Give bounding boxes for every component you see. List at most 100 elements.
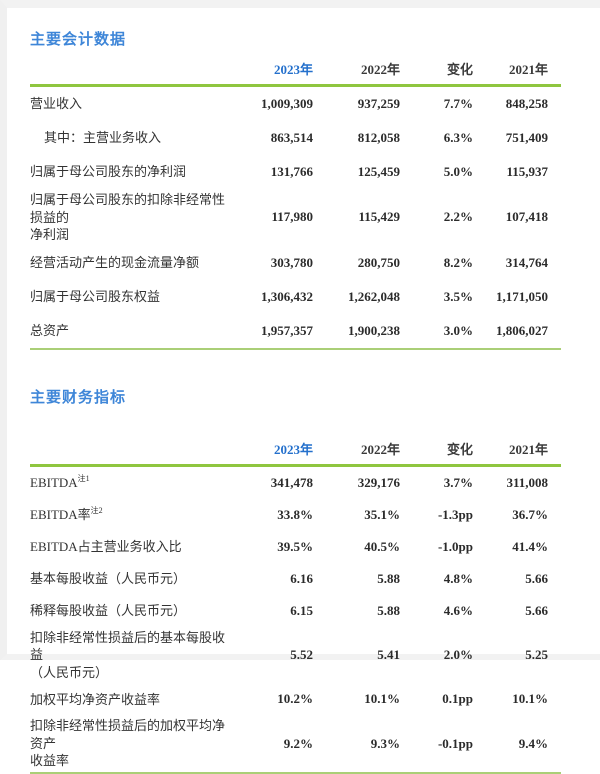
cell-2023: 6.15 [290, 602, 313, 618]
cell-2022: 5.41 [377, 646, 400, 662]
cell-2023: 39.5% [277, 538, 313, 554]
row-label-text: EBITDA率 [30, 506, 91, 522]
cell-change: 4.8% [443, 570, 473, 586]
cell-change: 8.2% [443, 254, 473, 270]
table-row: 扣除非经常性损益后的基本每股收益 （人民币元） 5.52 5.41 2.0% 5… [30, 627, 561, 684]
row-label-text: EBITDA [30, 474, 78, 490]
cell-2022: 5.88 [377, 602, 400, 618]
cell-change: 2.0% [443, 646, 473, 662]
table-row: 基本每股收益（人民币元） 6.16 5.88 4.8% 5.66 [30, 563, 561, 595]
footnote-marker: 注2 [90, 505, 103, 515]
row-label: EBITDA率注2 [30, 506, 225, 524]
cell-2021: 848,258 [505, 96, 548, 111]
cell-2023: 117,980 [271, 209, 313, 225]
cell-2022: 35.1% [364, 506, 400, 522]
cell-change: 0.1pp [442, 691, 473, 707]
row-label: 扣除非经常性损益后的基本每股收益 （人民币元） [30, 629, 226, 680]
cell-change: -1.3pp [437, 506, 473, 522]
cell-2021: 751,409 [505, 130, 548, 145]
cell-2021: 5.25 [525, 646, 548, 662]
table-row: 营业收入 1,009,309 937,259 7.7% 848,258 [30, 87, 561, 121]
cell-2022: 9.3% [370, 735, 400, 751]
cell-change: 5.0% [443, 164, 473, 179]
row-label: 稀释每股收益（人民币元） [30, 602, 187, 618]
table-header-financial: 2023年 2022年 变化 2021年 [30, 417, 561, 467]
cell-2022: 1,262,048 [348, 288, 400, 304]
section-title-financial: 主要财务指标 [30, 389, 127, 406]
cell-2022: 115,429 [358, 209, 400, 225]
row-label: EBITDA占主营业务收入比 [30, 538, 182, 554]
cell-2022: 280,750 [357, 254, 400, 270]
cell-2023: 341,478 [270, 474, 313, 490]
row-label: 总资产 [30, 322, 70, 338]
cell-2023: 863,514 [270, 130, 313, 145]
cell-2023: 1,957,357 [261, 322, 313, 338]
row-label: 归属于母公司股东的扣除非经常性损益的 净利润 [30, 192, 226, 243]
cell-2023: 10.2% [277, 691, 313, 707]
column-header-2021: 2021年 [508, 62, 548, 77]
cell-2021: 115,937 [506, 164, 548, 179]
cell-2022: 937,259 [357, 96, 400, 111]
cell-2021: 107,418 [505, 209, 548, 225]
row-label: 扣除非经常性损益后的加权平均净资产 收益率 [30, 718, 226, 769]
footnote-marker: 注1 [77, 473, 90, 483]
cell-2021: 1,806,027 [496, 322, 548, 338]
cell-2021: 9.4% [518, 735, 548, 751]
cell-change: 2.2% [443, 209, 473, 225]
cell-2021: 1,171,050 [496, 288, 548, 304]
cell-2023: 1,009,309 [261, 96, 313, 111]
section-accounting-data: 主要会计数据 2023年 2022年 变化 2021年 营业收入 1,009,3… [30, 28, 561, 350]
table-row: 加权平均净资产收益率 10.2% 10.1% 0.1pp 10.1% [30, 683, 561, 715]
table-row: EBITDA率注2 33.8% 35.1% -1.3pp 36.7% [30, 499, 561, 531]
cell-2022: 10.1% [364, 691, 400, 707]
table-row: 总资产 1,957,357 1,900,238 3.0% 1,806,027 [30, 314, 561, 348]
cell-change: 3.7% [443, 474, 473, 490]
cell-2022: 329,176 [357, 474, 400, 490]
column-header-change: 变化 [446, 62, 473, 77]
cell-change: 7.7% [443, 96, 473, 111]
section-title-accounting: 主要会计数据 [30, 32, 127, 48]
cell-2022: 5.88 [377, 570, 400, 586]
cell-2022: 1,900,238 [348, 322, 400, 338]
table-body-financial: EBITDA注1 341,478 329,176 3.7% 311,008 EB… [30, 467, 561, 774]
column-header-2021: 2021年 [508, 441, 548, 457]
cell-2023: 131,766 [270, 164, 313, 179]
cell-2021: 5.66 [525, 570, 548, 586]
table-row: 扣除非经常性损益后的加权平均净资产 收益率 9.2% 9.3% -0.1pp 9… [30, 715, 561, 772]
cell-2022: 125,459 [357, 164, 400, 179]
table-row: 经营活动产生的现金流量净额 303,780 280,750 8.2% 314,7… [30, 246, 561, 280]
cell-change: 4.6% [443, 602, 473, 618]
table-header-accounting: 2023年 2022年 变化 2021年 [30, 59, 561, 87]
row-label: 营业收入 [30, 96, 83, 112]
cell-change: -1.0pp [437, 538, 473, 554]
section-financial-indicators: 主要财务指标 2023年 2022年 变化 2021年 EBITDA注1 341… [30, 386, 561, 774]
cell-2021: 36.7% [512, 506, 548, 522]
row-label: 经营活动产生的现金流量净额 [30, 254, 200, 270]
cell-2023: 5.52 [290, 646, 313, 662]
column-header-2022: 2022年 [360, 441, 400, 457]
table-row: EBITDA注1 341,478 329,176 3.7% 311,008 [30, 467, 561, 499]
column-header-2022: 2022年 [360, 62, 400, 77]
row-label: EBITDA注1 [30, 474, 225, 492]
table-row: 其中：主营业务收入 863,514 812,058 6.3% 751,409 [30, 121, 561, 155]
cell-2021: 10.1% [512, 691, 548, 707]
table-row: EBITDA占主营业务收入比 39.5% 40.5% -1.0pp 41.4% [30, 531, 561, 563]
cell-change: 3.0% [443, 322, 473, 338]
cell-2023: 303,780 [270, 254, 313, 270]
table-row: 归属于母公司股东权益 1,306,432 1,262,048 3.5% 1,17… [30, 280, 561, 314]
row-label: 基本每股收益（人民币元） [30, 570, 187, 586]
cell-2023: 33.8% [277, 506, 313, 522]
cell-2022: 812,058 [357, 130, 400, 145]
column-header-2023: 2023年 [273, 441, 313, 457]
table-row: 归属于母公司股东的净利润 131,766 125,459 5.0% 115,93… [30, 155, 561, 189]
table-body-accounting: 营业收入 1,009,309 937,259 7.7% 848,258 其中：主… [30, 87, 561, 350]
cell-2022: 40.5% [364, 538, 400, 554]
row-label: 归属于母公司股东的净利润 [30, 164, 187, 180]
cell-2021: 5.66 [525, 602, 548, 618]
row-label: 其中：主营业务收入 [44, 130, 162, 146]
cell-2021: 311,008 [506, 474, 548, 490]
cell-change: 3.5% [443, 288, 473, 304]
cell-change: 6.3% [443, 130, 473, 145]
table-row: 归属于母公司股东的扣除非经常性损益的 净利润 117,980 115,429 2… [30, 189, 561, 246]
